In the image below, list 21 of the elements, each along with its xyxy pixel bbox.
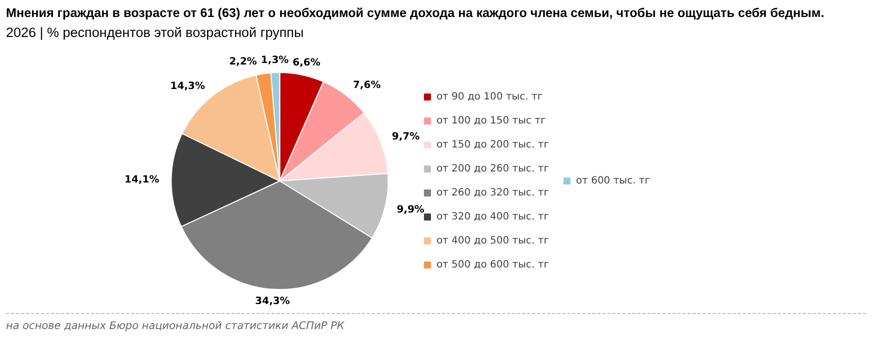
data-label: 2,2% [229, 56, 257, 68]
data-label: 1,3% [260, 55, 289, 66]
chart-title: Мнения граждан в возрасте от 61 (63) лет о необходимой сумме дохода на каждого члена семьи, чтобы не ощущать себя бедным. [6, 6, 824, 20]
legend-label: от 320 до 400 тыс. тг [436, 212, 549, 223]
data-label: 6,6% [292, 58, 320, 69]
data-label: 9,7% [392, 132, 420, 143]
legend-label: от 500 до 600 тыс. тг [436, 260, 549, 271]
legend-label: от 90 до 100 тыс. тг [436, 92, 543, 103]
legend-label: от 200 до 260 тыс. тг [436, 164, 549, 175]
legend-label: от 600 тыс. тг [576, 176, 650, 187]
data-label: 7,6% [352, 80, 381, 91]
legend-label: от 260 до 320 тыс. тг [436, 188, 549, 199]
data-label: 34,3% [255, 296, 290, 307]
data-label: 14,3% [170, 81, 205, 92]
legend-label: от 400 до 500 тыс. тг [436, 236, 549, 247]
data-label: 14,1% [124, 174, 160, 186]
data-label: 9,9% [396, 204, 424, 216]
legend-label: от 150 до 200 тыс. тг [436, 140, 549, 151]
text: на основе данных Бюро национальной статистики АСПиР РК [6, 313, 866, 332]
chart-subtitle: 2026 | % респондентов этой возрастной группы [6, 25, 304, 40]
legend-label: от 100 до 150 тыс тг [436, 116, 546, 127]
